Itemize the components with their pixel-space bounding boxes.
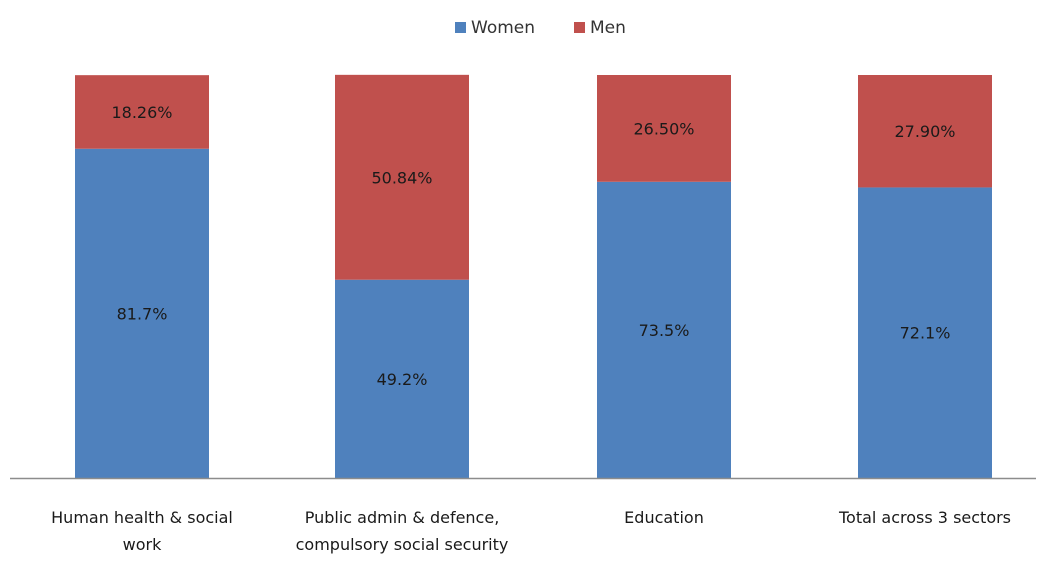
category-label-4-line-1: Total across 3 sectors [838,508,1011,527]
category-label-1-line-2: work [123,535,162,554]
bar-men-2 [335,74,469,280]
category-axis-labels: Human health & social work Public admin & … [51,508,1011,554]
legend-label-men: Men [590,18,626,38]
category-label-2-line-2: compulsory social security [296,535,509,554]
data-label-men-4: 27.90% [894,122,955,141]
legend-swatch-men [574,22,585,33]
legend-swatch-women [455,22,466,33]
category-label-3-line-1: Education [624,508,704,527]
plot-area: 81.7% 18.26% 49.2% 50.84% 73.5% 26.50% 72.1% 27… [75,74,992,479]
legend: Women Men [455,18,626,38]
category-label-1-line-1: Human health & social [51,508,233,527]
data-label-women-1: 81.7% [117,304,168,323]
legend-label-women: Women [471,18,535,38]
data-label-women-4: 72.1% [900,324,951,343]
bar-men-1 [75,75,209,149]
bar-women-1 [75,148,209,478]
bar-women-4 [858,187,992,478]
bar-men-4 [858,75,992,188]
data-label-women-2: 49.2% [377,370,428,389]
bar-women-2 [335,279,469,478]
data-label-men-1: 18.26% [111,103,172,122]
bar-men-3 [597,75,731,182]
data-label-men-2: 50.84% [371,168,432,187]
data-label-women-3: 73.5% [639,321,690,340]
data-label-men-3: 26.50% [633,119,694,138]
bar-women-3 [597,181,731,479]
category-label-2-line-1: Public admin & defence, [305,508,500,527]
